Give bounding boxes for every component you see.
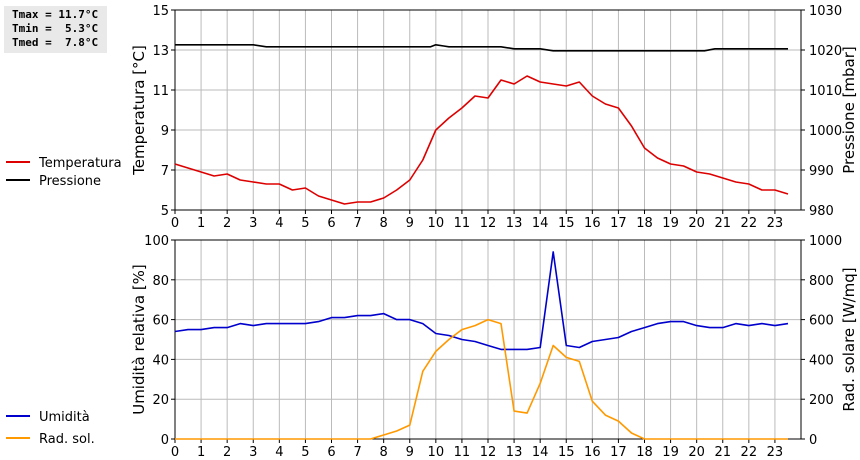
x-tick-label: 17	[610, 216, 627, 231]
x-tick-label: 17	[610, 445, 627, 460]
x-tick-label: 14	[532, 216, 549, 231]
x-tick-label: 20	[688, 445, 705, 460]
y-tick-label: 11	[152, 84, 169, 99]
y2-tick-label: 600	[809, 314, 834, 329]
x-tick-label: 14	[532, 445, 549, 460]
x-tick-label: 7	[353, 216, 361, 231]
y-tick-label: 13	[152, 44, 169, 59]
y2-tick-label: 1030	[809, 4, 842, 19]
stats-box: Tmax = 11.7°C Tmin = 5.3°C Tmed = 7.8°C	[4, 6, 107, 53]
y-tick-label: 60	[152, 314, 169, 329]
y2-tick-label: 980	[809, 204, 834, 219]
y2-axis-label: Rad. solare [W/mq]	[840, 267, 858, 411]
x-tick-label: 2	[223, 445, 231, 460]
y2-tick-label: 1010	[809, 84, 842, 99]
x-tick-label: 19	[662, 216, 679, 231]
x-tick-label: 23	[767, 216, 784, 231]
tmin-text: Tmin = 5.3°C	[12, 22, 99, 35]
series-line-0	[174, 251, 789, 351]
x-tick-label: 21	[714, 445, 731, 460]
x-tick-label: 0	[171, 216, 179, 231]
y2-tick-label: 400	[809, 353, 834, 368]
x-tick-label: 2	[223, 216, 231, 231]
x-tick-label: 16	[584, 445, 601, 460]
y-tick-label: 80	[152, 274, 169, 289]
x-tick-label: 12	[480, 216, 497, 231]
temperature-pressure-chart: 0 1 2 3 4 5 6 7 8 9 10 11 12 13 14 15 16 17 18 19 20 21 22 2357…	[6, 4, 858, 231]
legend-label: Pressione	[39, 174, 101, 189]
x-tick-label: 4	[275, 216, 283, 231]
x-tick-label: 9	[406, 216, 414, 231]
x-tick-label: 1	[197, 445, 205, 460]
y-tick-label: 7	[161, 164, 169, 179]
y2-axis-label: Pressione [mbar]	[840, 46, 858, 174]
x-tick-label: 20	[688, 216, 705, 231]
x-tick-label: 10	[428, 216, 445, 231]
x-tick-label: 3	[249, 216, 257, 231]
x-tick-label: 15	[558, 445, 575, 460]
x-tick-label: 5	[301, 216, 309, 231]
x-tick-label: 15	[558, 216, 575, 231]
y-tick-label: 40	[152, 353, 169, 368]
x-tick-label: 6	[327, 445, 335, 460]
y2-tick-label: 1000	[809, 124, 842, 139]
y2-tick-label: 800	[809, 274, 834, 289]
y-tick-label: 100	[144, 234, 169, 249]
x-tick-label: 18	[636, 445, 653, 460]
x-tick-label: 6	[327, 216, 335, 231]
y2-tick-label: 1000	[809, 234, 842, 249]
series-line-1	[175, 43, 788, 52]
x-tick-label: 18	[636, 216, 653, 231]
y2-tick-label: 1020	[809, 44, 842, 59]
y-tick-label: 15	[152, 4, 169, 19]
x-tick-label: 19	[662, 445, 679, 460]
legend-label: Umidità	[39, 410, 90, 425]
y-tick-label: 20	[152, 393, 169, 408]
x-tick-label: 3	[249, 445, 257, 460]
x-tick-label: 12	[480, 445, 497, 460]
tmed-text: Tmed = 7.8°C	[12, 36, 99, 49]
x-tick-label: 21	[714, 216, 731, 231]
x-tick-label: 8	[380, 216, 388, 231]
series-line-1	[175, 318, 788, 440]
humidity-radiation-chart: 0 1 2 3 4 5 6 7 8 9 10 11 12 13 14 15 16 17 18 19 20 21 22 2302…	[6, 234, 858, 460]
x-tick-label: 22	[741, 216, 758, 231]
y2-tick-label: 990	[809, 164, 834, 179]
x-tick-label: 4	[275, 445, 283, 460]
series-line-0	[174, 75, 789, 205]
x-tick-label: 11	[454, 216, 471, 231]
tmax-text: Tmax = 11.7°C	[12, 8, 99, 21]
x-tick-label: 5	[301, 445, 309, 460]
y-axis-label: Umidità relativa [%]	[130, 264, 148, 415]
y-tick-label: 5	[161, 204, 169, 219]
y-tick-label: 9	[161, 124, 169, 139]
y-tick-label: 0	[161, 433, 169, 448]
y2-tick-label: 200	[809, 393, 834, 408]
y-axis-label: Temperatura [°C]	[130, 45, 148, 176]
x-tick-label: 11	[454, 445, 471, 460]
x-tick-label: 13	[506, 445, 523, 460]
x-tick-label: 13	[506, 216, 523, 231]
legend-label: Temperatura	[38, 156, 122, 171]
y2-tick-label: 0	[809, 433, 817, 448]
x-tick-label: 7	[353, 445, 361, 460]
x-tick-label: 22	[741, 445, 758, 460]
x-tick-label: 8	[380, 445, 388, 460]
legend-label: Rad. sol.	[39, 432, 95, 447]
x-tick-label: 16	[584, 216, 601, 231]
x-tick-label: 1	[197, 216, 205, 231]
x-tick-label: 9	[406, 445, 414, 460]
x-tick-label: 10	[428, 445, 445, 460]
x-tick-label: 23	[767, 445, 784, 460]
x-tick-label: 0	[171, 445, 179, 460]
